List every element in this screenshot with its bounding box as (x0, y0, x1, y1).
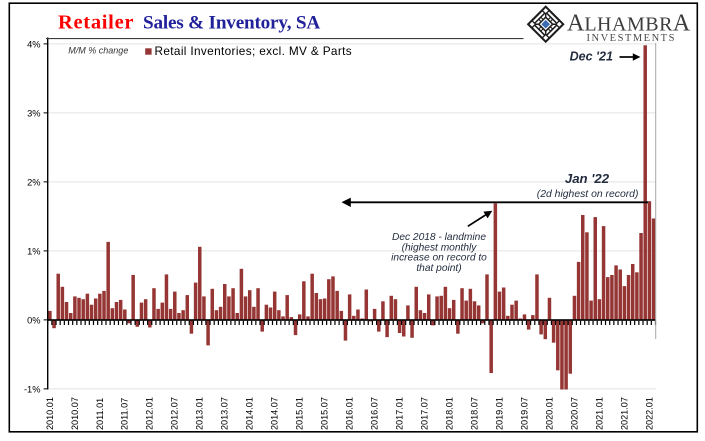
svg-text:2011.01: 2011.01 (95, 398, 105, 430)
svg-text:2%: 2% (27, 177, 40, 187)
svg-text:3%: 3% (27, 108, 40, 118)
svg-text:Dec 2018 - landmine: Dec 2018 - landmine (392, 232, 486, 243)
svg-text:-1%: -1% (24, 384, 41, 394)
svg-text:(highest monthly: (highest monthly (402, 242, 478, 253)
svg-text:2018.01: 2018.01 (444, 397, 454, 430)
svg-text:2017.01: 2017.01 (395, 397, 405, 430)
svg-text:2016.07: 2016.07 (370, 397, 380, 430)
svg-text:2013.01: 2013.01 (195, 397, 205, 430)
svg-text:that point): that point) (416, 263, 461, 274)
svg-text:2017.07: 2017.07 (420, 397, 430, 430)
svg-text:2019.07: 2019.07 (519, 397, 529, 430)
svg-text:INVESTMENTS: INVESTMENTS (587, 33, 676, 44)
svg-text:Dec '21: Dec '21 (570, 50, 613, 64)
svg-text:2021.07: 2021.07 (619, 397, 629, 430)
svg-text:2013.07: 2013.07 (220, 397, 230, 430)
svg-text:2021.01: 2021.01 (594, 397, 604, 430)
svg-text:2022.01: 2022.01 (644, 397, 654, 430)
svg-text:Retailer: Retailer (58, 12, 134, 34)
svg-text:(2d highest on record): (2d highest on record) (537, 189, 639, 200)
svg-text:4%: 4% (27, 39, 40, 49)
svg-text:2020.01: 2020.01 (544, 397, 554, 430)
svg-text:2020.07: 2020.07 (569, 397, 579, 430)
svg-text:2015.01: 2015.01 (295, 397, 305, 430)
svg-text:0%: 0% (27, 315, 40, 325)
svg-text:Sales & Inventory, SA: Sales & Inventory, SA (143, 12, 320, 33)
svg-text:Jan '22: Jan '22 (565, 171, 610, 186)
svg-text:2012.01: 2012.01 (145, 397, 155, 430)
svg-text:2014.01: 2014.01 (245, 397, 255, 430)
svg-text:2018.07: 2018.07 (469, 397, 479, 430)
svg-text:Retail Inventories; excl. MV &: Retail Inventories; excl. MV & Parts (155, 44, 353, 58)
svg-text:ALHAMBRA: ALHAMBRA (567, 11, 691, 37)
svg-text:M/M % change: M/M % change (68, 46, 128, 56)
svg-text:1%: 1% (27, 246, 40, 256)
svg-text:2016.01: 2016.01 (345, 397, 355, 430)
svg-text:2010.01: 2010.01 (45, 397, 55, 430)
svg-text:2012.07: 2012.07 (170, 397, 180, 430)
svg-text:2015.07: 2015.07 (320, 397, 330, 430)
svg-text:2019.01: 2019.01 (494, 397, 504, 430)
svg-text:increase on record to: increase on record to (391, 253, 487, 264)
svg-text:2010.07: 2010.07 (70, 397, 80, 430)
svg-text:2014.07: 2014.07 (270, 397, 280, 430)
svg-text:2011.07: 2011.07 (120, 398, 130, 430)
